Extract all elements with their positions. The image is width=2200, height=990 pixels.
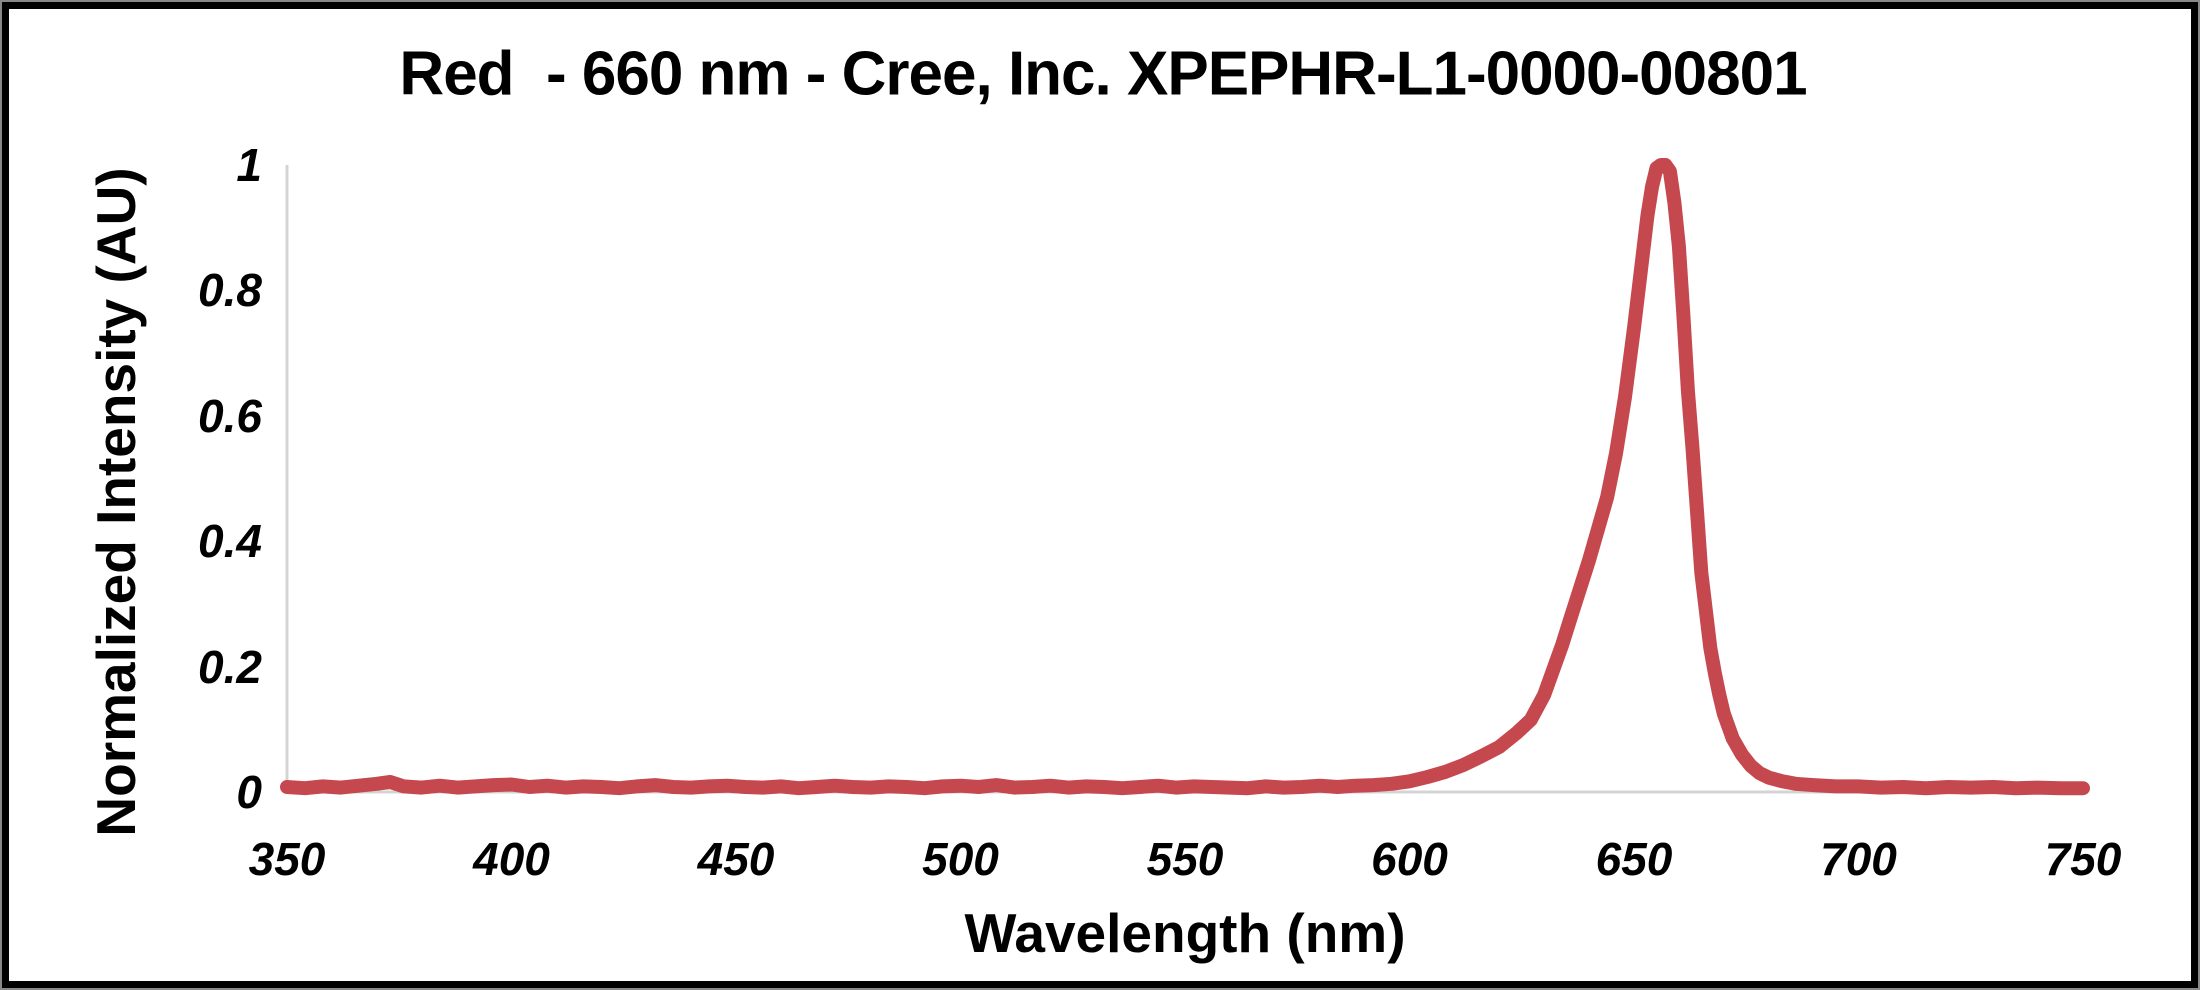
x-tick-label: 550 — [1146, 833, 1224, 885]
x-tick-label: 650 — [1595, 833, 1673, 885]
x-axis-title: Wavelength (nm) — [964, 902, 1406, 964]
x-tick-label: 350 — [248, 833, 326, 885]
x-tick-label: 600 — [1371, 833, 1448, 885]
x-tick-label: 450 — [697, 833, 775, 885]
y-tick-label: 0.2 — [198, 640, 262, 693]
chart-title: Red - 660 nm - Cree, Inc. XPEPHR-L1-0000… — [399, 39, 1807, 109]
x-tick-label: 750 — [2044, 833, 2122, 885]
y-tick-label: 0.8 — [198, 264, 262, 317]
spectrum-curve — [280, 158, 2090, 796]
x-tick-label: 400 — [473, 833, 550, 885]
x-tick-label: 700 — [1820, 833, 1897, 885]
y-tick-label: 0.4 — [198, 515, 262, 568]
x-tick-label: 500 — [922, 833, 999, 885]
y-tick-label: 0.6 — [198, 389, 262, 442]
y-tick-label: 0 — [236, 766, 262, 818]
y-tick-label: 1 — [236, 139, 262, 191]
y-axis-title: Normalized Intensity (AU) — [85, 167, 147, 837]
